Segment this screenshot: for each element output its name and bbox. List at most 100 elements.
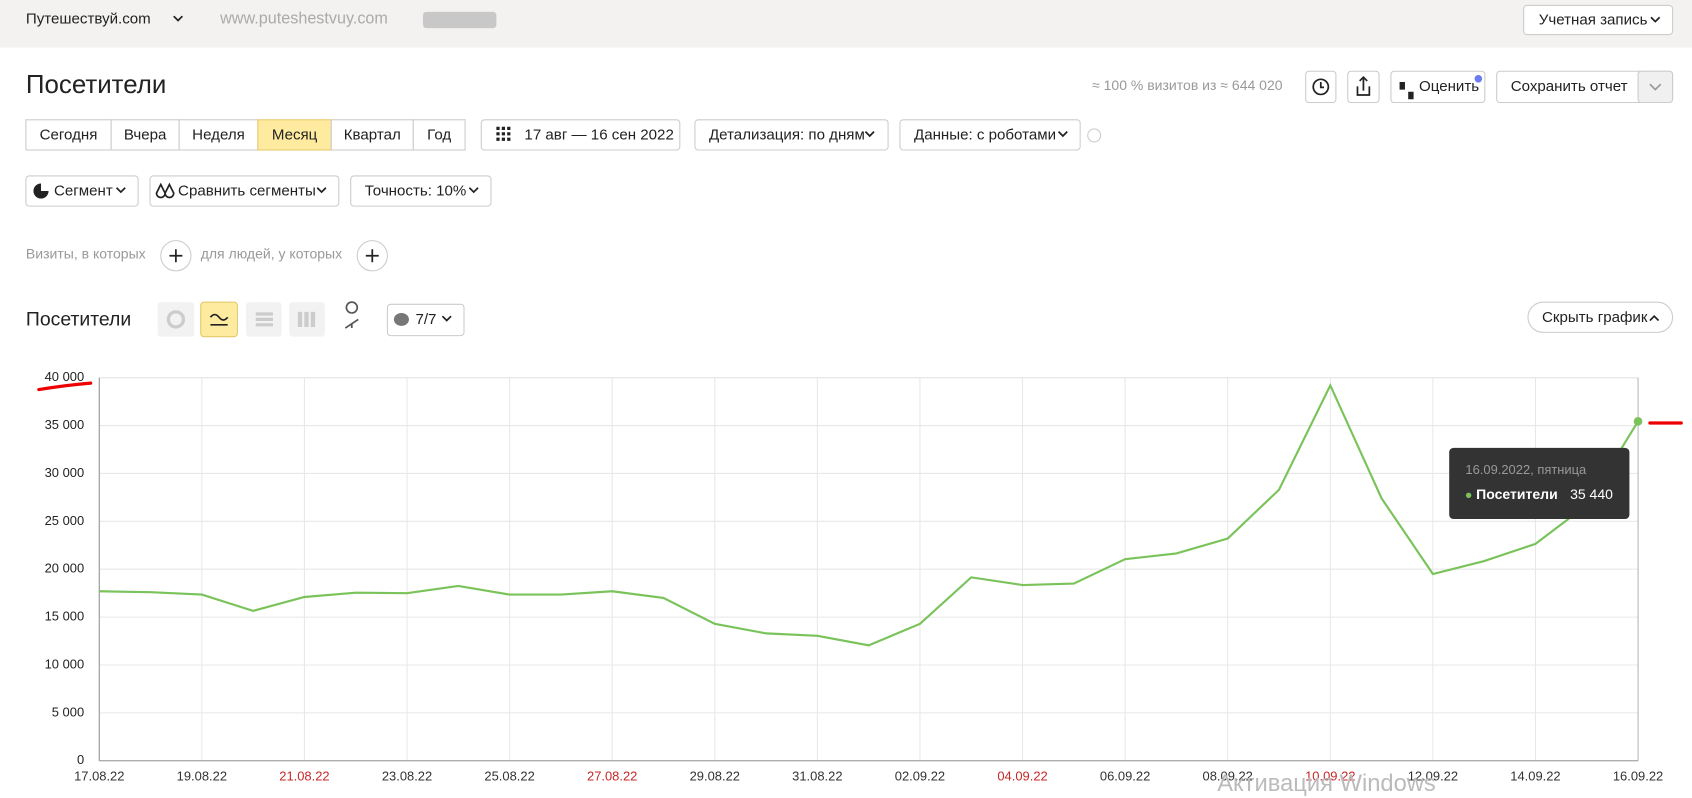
tooltip-series: Посетители bbox=[1476, 486, 1558, 502]
plus-icon[interactable] bbox=[365, 249, 379, 263]
site-caret[interactable] bbox=[173, 15, 183, 22]
rate-badge bbox=[1474, 75, 1483, 83]
x-tick-label: 14.09.22 bbox=[1510, 768, 1560, 783]
y-tick-label: 40 000 bbox=[45, 369, 85, 384]
period-label[interactable]: Квартал bbox=[344, 126, 401, 143]
share-icon[interactable] bbox=[1356, 75, 1371, 96]
compare-label[interactable]: Сравнить сегменты bbox=[178, 183, 316, 200]
data-mode-button[interactable] bbox=[899, 119, 1081, 151]
annotations-label[interactable]: 7/7 bbox=[415, 311, 436, 328]
x-tick-label: 27.08.22 bbox=[587, 768, 637, 783]
line-icon[interactable] bbox=[209, 313, 229, 326]
period-button[interactable] bbox=[257, 119, 332, 151]
tooltip-box bbox=[1449, 447, 1630, 520]
site-name[interactable]: Путешествуй.com bbox=[26, 10, 151, 27]
period-button[interactable] bbox=[25, 119, 112, 151]
y-tick-label: 0 bbox=[77, 752, 84, 767]
hide-caret[interactable] bbox=[1649, 314, 1660, 322]
x-tick-label: 06.09.22 bbox=[1100, 768, 1150, 783]
save-label[interactable]: Сохранить отчет bbox=[1511, 78, 1628, 95]
account-label[interactable]: Учетная запись bbox=[1539, 11, 1648, 28]
tooltip-date: 16.09.2022, пятница bbox=[1465, 462, 1587, 477]
rate-label[interactable]: Оценить bbox=[1419, 78, 1479, 95]
x-tick-label: 19.08.22 bbox=[177, 768, 227, 783]
period-label[interactable]: Месяц bbox=[272, 126, 318, 143]
save-caret[interactable] bbox=[1649, 83, 1662, 91]
map-icon[interactable] bbox=[344, 301, 359, 329]
data-mode-label[interactable]: Данные: с роботами bbox=[914, 126, 1056, 143]
compare-icon[interactable] bbox=[155, 182, 175, 199]
area-icon[interactable] bbox=[255, 312, 274, 327]
annotations-caret[interactable] bbox=[441, 315, 452, 322]
data-mode-caret[interactable] bbox=[1057, 131, 1068, 138]
account-button[interactable] bbox=[1523, 4, 1674, 36]
x-tick-label: 08.09.22 bbox=[1203, 768, 1253, 783]
tooltip-dot bbox=[1465, 492, 1472, 499]
date-button[interactable] bbox=[480, 119, 681, 151]
windows-watermark: Активация Windows bbox=[1217, 771, 1436, 797]
blurred-id bbox=[423, 11, 497, 29]
chart: 0 5 000 10 000 15 000 20 000 25 000 30 000 35 0… bbox=[45, 369, 1664, 783]
x-tick-label: 17.08.22 bbox=[74, 768, 124, 783]
x-tick-label: 25.08.22 bbox=[484, 768, 534, 783]
x-tick-label: 02.09.22 bbox=[895, 768, 945, 783]
pie-icon[interactable] bbox=[166, 310, 186, 329]
period-label[interactable]: Вчера bbox=[124, 126, 167, 143]
y-tick-label: 20 000 bbox=[45, 561, 85, 576]
clock-hands[interactable] bbox=[1319, 82, 1325, 89]
visits-condition: Визиты, в которых bbox=[26, 245, 146, 261]
y-tick-label: 35 000 bbox=[45, 417, 85, 432]
segment-label[interactable]: Сегмент bbox=[54, 183, 113, 200]
compare-button[interactable] bbox=[149, 175, 340, 207]
segment-caret[interactable] bbox=[115, 187, 126, 194]
account-caret[interactable] bbox=[1650, 16, 1661, 23]
period-label[interactable]: Год bbox=[427, 126, 451, 143]
y-tick-label: 25 000 bbox=[45, 513, 85, 528]
x-tick-label: 16.09.22 bbox=[1613, 768, 1663, 783]
tooltip: 16.09.2022, пятница Посетители 35 440 bbox=[1449, 447, 1630, 520]
period-label[interactable]: Неделя bbox=[192, 126, 245, 143]
pie-view-button[interactable] bbox=[157, 302, 195, 337]
hide-chart-button[interactable] bbox=[1527, 301, 1674, 333]
x-tick-label: 31.08.22 bbox=[792, 768, 842, 783]
bar-icon[interactable] bbox=[297, 311, 316, 327]
detail-caret[interactable] bbox=[864, 131, 875, 138]
period-button[interactable] bbox=[412, 119, 466, 151]
accuracy-caret[interactable] bbox=[468, 187, 479, 194]
rate-button[interactable] bbox=[1390, 70, 1486, 104]
period-group: Сегодня Вчера Неделя Месяц Квартал Год bbox=[25, 119, 466, 151]
page-title: Посетители bbox=[26, 71, 166, 99]
y-tick-label: 15 000 bbox=[45, 609, 85, 624]
compare-caret[interactable] bbox=[316, 187, 327, 194]
sample-note: ≈ 100 % визитов из ≈ 644 020 bbox=[1092, 77, 1283, 93]
plus-icon[interactable] bbox=[169, 249, 183, 263]
period-label[interactable]: Сегодня bbox=[40, 126, 98, 143]
red-underline bbox=[37, 381, 93, 392]
date-range[interactable]: 17 авг — 16 сен 2022 bbox=[524, 126, 673, 143]
series-line bbox=[99, 382, 1639, 647]
save-dropdown[interactable] bbox=[1637, 70, 1674, 104]
line-view-button[interactable] bbox=[200, 301, 238, 338]
calendar-icon[interactable] bbox=[496, 126, 511, 141]
segment-button[interactable] bbox=[25, 175, 139, 207]
hide-chart-label[interactable]: Скрыть график bbox=[1542, 309, 1648, 326]
detail-button[interactable] bbox=[694, 119, 889, 151]
segment-icon[interactable] bbox=[33, 183, 49, 199]
tooltip-value: 35 440 bbox=[1570, 486, 1613, 502]
x-tick-label: 29.08.22 bbox=[690, 768, 740, 783]
accuracy-label[interactable]: Точность: 10% bbox=[365, 183, 467, 200]
help-icon[interactable] bbox=[1087, 128, 1102, 143]
thumbs-icon[interactable] bbox=[1399, 82, 1414, 100]
detail-label[interactable]: Детализация: по дням bbox=[709, 126, 865, 143]
annotations-button[interactable] bbox=[386, 303, 465, 337]
comment-icon[interactable] bbox=[393, 312, 409, 326]
accuracy-button[interactable] bbox=[350, 175, 492, 207]
clock-icon[interactable] bbox=[1312, 78, 1330, 96]
top-bar bbox=[0, 0, 1692, 48]
report-title: Посетители bbox=[26, 309, 131, 331]
x-tick-label: 10.09.22 bbox=[1305, 768, 1355, 783]
y-tick-label: 30 000 bbox=[45, 465, 85, 480]
y-tick-label: 10 000 bbox=[45, 656, 85, 671]
